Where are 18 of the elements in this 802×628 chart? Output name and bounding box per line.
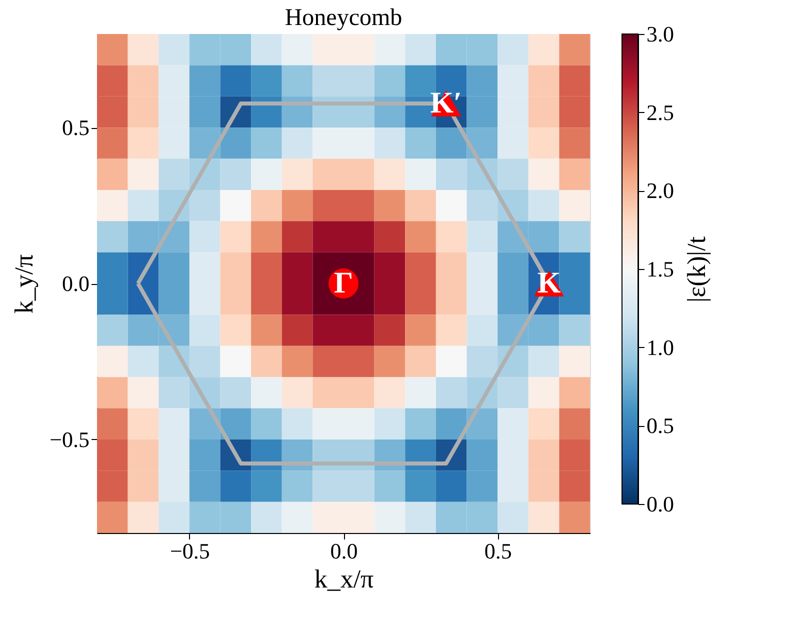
color-bar-label: 1.0	[646, 334, 674, 360]
x-tick-label: −0.5	[170, 538, 210, 564]
y-axis-title: k_y/π	[10, 254, 39, 314]
x-tick-label: 0.5	[484, 538, 512, 564]
color-bar-label: 0.0	[646, 492, 674, 516]
annotation: Γ	[334, 266, 354, 300]
color-bar-label: 2.5	[646, 100, 674, 125]
color-bar-label: 3.0	[646, 22, 674, 46]
color-bar-label: 0.5	[646, 413, 674, 438]
y-tick-label: −0.5	[50, 426, 90, 452]
color-bar-title: |ε(k)|/t	[682, 236, 711, 303]
x-axis-title: k_x/π	[314, 564, 374, 594]
color-bar-label: 1.5	[646, 256, 674, 282]
y-tick-label: 0.0	[62, 271, 90, 296]
color-bar-label: 2.0	[646, 178, 674, 204]
x-tick-label: 0.0	[330, 538, 358, 564]
chart-title: Honeycomb	[284, 5, 402, 31]
y-tick-label: 0.5	[62, 115, 90, 140]
